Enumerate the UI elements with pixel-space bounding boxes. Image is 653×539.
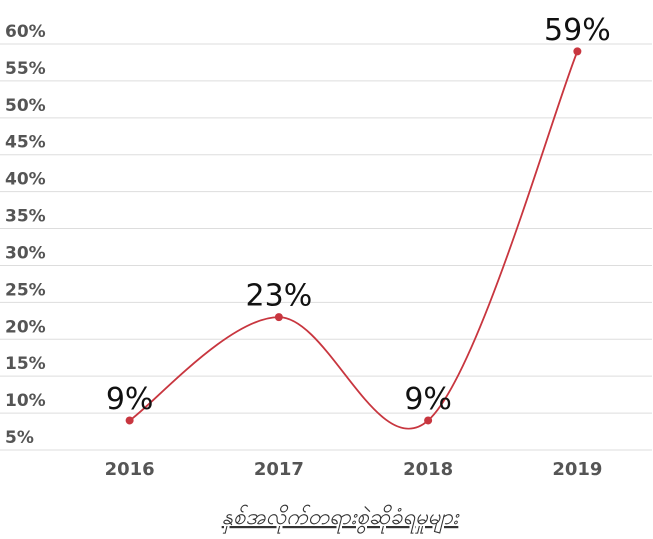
y-tick-label: 55% [5, 59, 46, 79]
y-tick-label: 25% [5, 280, 46, 300]
x-axis-title: နှစ်အလိုက်တရားစွဲဆိုခံရမှုများ [222, 504, 460, 534]
y-tick-label: 30% [5, 243, 46, 263]
y-tick-label: 15% [5, 354, 46, 374]
y-tick-label: 45% [5, 133, 46, 153]
data-label: 9% [404, 382, 452, 417]
y-tick-label: 35% [5, 207, 46, 227]
line [129, 51, 579, 430]
y-tick-label: 20% [5, 317, 46, 337]
y-tick-label: 50% [5, 96, 46, 116]
data-label: 9% [106, 382, 154, 417]
point [274, 313, 283, 322]
data-label: 23% [246, 279, 313, 314]
data-label: 59% [544, 13, 611, 48]
point [125, 416, 134, 425]
x-tick-label: 2019 [552, 459, 602, 480]
point [573, 47, 582, 56]
x-tick-label: 2018 [403, 459, 453, 480]
y-tick-label: 40% [5, 170, 46, 190]
x-tick-label: 2016 [105, 459, 155, 480]
y-tick-label: 5% [5, 428, 34, 448]
y-tick-label: 10% [5, 391, 46, 411]
y-tick-label: 60% [5, 22, 46, 42]
x-tick-label: 2017 [254, 459, 304, 480]
point [424, 416, 433, 425]
